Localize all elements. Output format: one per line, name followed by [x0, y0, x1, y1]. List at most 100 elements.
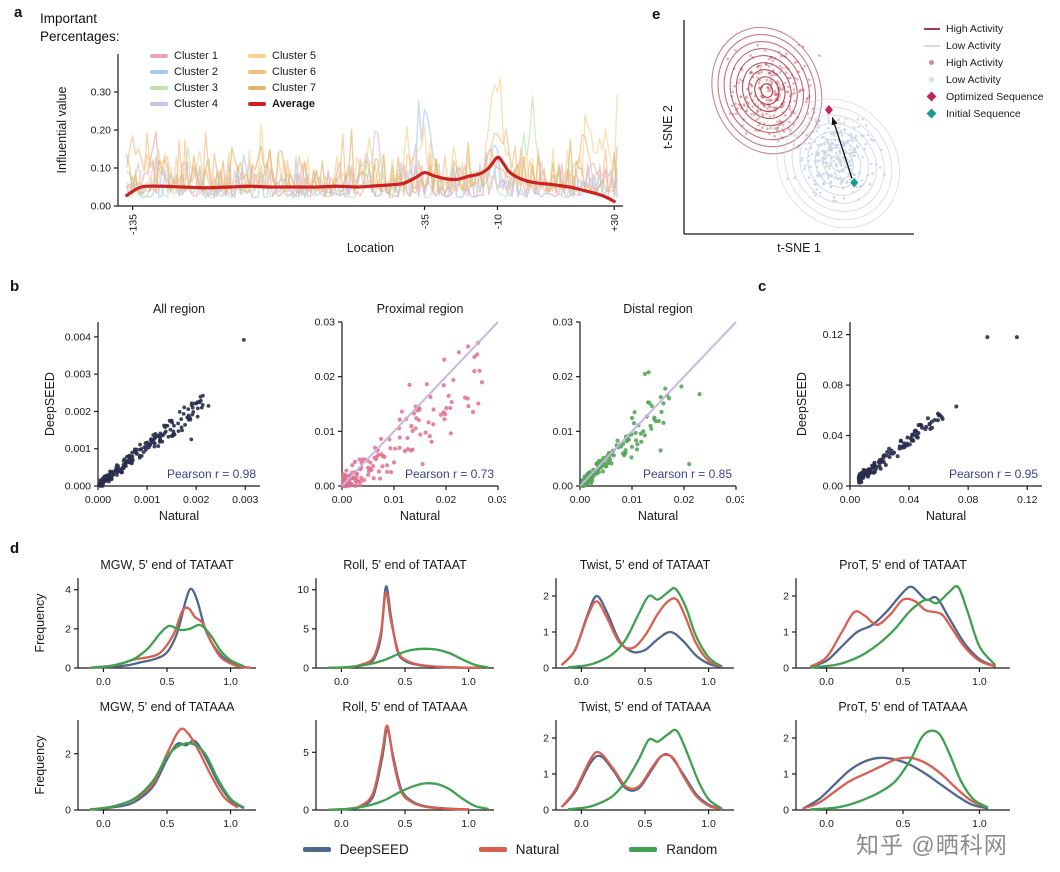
legend-item-cluster-2: Cluster 2 [150, 64, 218, 80]
legend-item-cluster-1: Cluster 1 [150, 48, 218, 64]
legend-item-cluster-3: Cluster 3 [150, 80, 218, 96]
svg-text:0.00: 0.00 [570, 494, 591, 506]
legend-label: Cluster 6 [272, 66, 317, 78]
svg-text:0: 0 [303, 663, 309, 675]
legend-label: Cluster 2 [174, 66, 219, 78]
svg-text:0.5: 0.5 [398, 818, 413, 830]
svg-text:0.01: 0.01 [553, 426, 574, 438]
svg-text:0: 0 [783, 663, 789, 675]
svg-text:0: 0 [543, 663, 549, 675]
legend-label: Natural [515, 842, 560, 857]
svg-text:Proximal region: Proximal region [377, 302, 464, 316]
panel-b-all-region-scatter: 0.000 0.001 0.002 0.003 0.000 0.001 0.002 0.003… [40, 292, 268, 542]
svg-text:Natural: Natural [638, 509, 678, 523]
cluster-1-swatch [150, 54, 168, 58]
svg-text:0.30: 0.30 [91, 87, 112, 99]
natural-swatch [478, 847, 507, 852]
watermark: 知乎 @晒科网 [856, 832, 1008, 858]
legend-item-high-activity-dots: High Activity [924, 54, 1060, 71]
svg-text:MGW, 5' end of TATAAT: MGW, 5' end of TATAAT [100, 558, 234, 572]
svg-text:0.02: 0.02 [315, 371, 336, 383]
svg-text:1: 1 [543, 627, 549, 639]
svg-text:0.5: 0.5 [160, 676, 175, 688]
svg-text:Pearson r = 0.73: Pearson r = 0.73 [405, 467, 494, 481]
svg-text:1.0: 1.0 [461, 676, 476, 688]
legend-item-low-activity-dots: Low Activity [924, 71, 1060, 88]
svg-text:-35: -35 [420, 214, 432, 229]
svg-text:0.00: 0.00 [840, 494, 861, 506]
svg-text:0.002: 0.002 [65, 406, 91, 418]
svg-text:0: 0 [65, 663, 71, 675]
svg-text:-10: -10 [492, 214, 504, 229]
high-activity-line-marker [924, 27, 940, 30]
svg-text:10: 10 [297, 584, 309, 596]
svg-text:0.00: 0.00 [315, 481, 336, 493]
svg-text:Pearson r = 0.85: Pearson r = 0.85 [643, 467, 732, 481]
svg-text:4: 4 [65, 584, 71, 596]
legend-label: Cluster 5 [272, 50, 317, 62]
svg-text:0: 0 [543, 805, 549, 817]
svg-text:-135: -135 [128, 214, 140, 235]
svg-text:0.000: 0.000 [85, 494, 111, 506]
svg-text:ProT, 5' end of TATAAT: ProT, 5' end of TATAAT [839, 558, 967, 572]
svg-text:0.0: 0.0 [334, 818, 349, 830]
svg-text:0.02: 0.02 [436, 494, 457, 506]
cluster-2-swatch [150, 70, 168, 74]
legend-item-random: Random [629, 842, 717, 857]
svg-text:0.04: 0.04 [899, 494, 920, 506]
legend-label: Cluster 4 [174, 98, 219, 110]
svg-text:1.0: 1.0 [972, 818, 987, 830]
svg-text:1.0: 1.0 [461, 818, 476, 830]
svg-text:DeepSEED: DeepSEED [43, 372, 57, 436]
cluster-7-swatch [248, 86, 267, 90]
svg-text:0.003: 0.003 [232, 494, 258, 506]
svg-text:ProT, 5' end of TATAAA: ProT, 5' end of TATAAA [838, 700, 968, 714]
panel-a-line-chart: -135 -35 -10 +30 0.00 0.10 0.20 0.30 Location Inf… [30, 6, 635, 268]
legend-label: High Activity [946, 22, 1004, 35]
cluster-5-swatch [248, 54, 267, 58]
legend-label: Average [272, 98, 316, 110]
initial-sequence-diamond-marker [926, 108, 937, 119]
svg-text:0.0: 0.0 [96, 818, 111, 830]
panel-d-twist-tataaa-kde: 0.0 0.5 1.0 0 1 2 Twist, 5' end of TATAAA [518, 698, 744, 840]
svg-text:Roll, 5' end of TATAAA: Roll, 5' end of TATAAA [342, 700, 468, 714]
svg-text:0.000: 0.000 [65, 481, 91, 493]
legend-item-cluster-7: Cluster 7 [248, 80, 316, 96]
svg-text:0.20: 0.20 [91, 125, 112, 137]
panel-d-prot-tataaa-kde: 0.0 0.5 1.0 0 1 2 ProT, 5' end of TATAAA [758, 698, 1020, 840]
svg-text:Frequency: Frequency [33, 735, 47, 795]
svg-text:0.001: 0.001 [65, 443, 91, 455]
svg-text:0.00: 0.00 [91, 201, 112, 213]
legend-item-high-activity-contour: High Activity [924, 20, 1060, 37]
panel-e-tsne-chart: t-SNE 1 t-SNE 2 [648, 12, 920, 270]
svg-text:2: 2 [543, 733, 549, 745]
svg-text:0: 0 [783, 805, 789, 817]
svg-text:0.03: 0.03 [553, 317, 574, 329]
svg-text:0.03: 0.03 [726, 494, 744, 506]
svg-text:0.03: 0.03 [488, 494, 506, 506]
cluster-6-swatch [248, 70, 267, 74]
panel-d-mgw-tataat-kde: 0.0 0.5 1.0 0 2 4 MGW, 5' end of TATAAT Frequen… [28, 556, 266, 698]
svg-text:0: 0 [303, 805, 309, 817]
svg-text:0.5: 0.5 [398, 676, 413, 688]
svg-text:Roll, 5' end of TATAAT: Roll, 5' end of TATAAT [343, 558, 467, 572]
svg-text:0.08: 0.08 [823, 380, 844, 392]
svg-text:+30: +30 [609, 214, 621, 232]
svg-text:0.002: 0.002 [183, 494, 209, 506]
legend-item-deepseed: DeepSEED [302, 842, 409, 857]
svg-text:1.0: 1.0 [223, 676, 238, 688]
legend-item-cluster-4: Cluster 4 [150, 96, 218, 112]
legend-label: Cluster 3 [174, 82, 219, 94]
average-swatch [248, 102, 267, 106]
low-activity-line-marker [924, 44, 940, 47]
svg-text:0.00: 0.00 [823, 481, 844, 493]
svg-text:0.00: 0.00 [553, 481, 574, 493]
svg-text:Influential value: Influential value [55, 87, 69, 174]
svg-text:0.00: 0.00 [332, 494, 353, 506]
svg-text:0.5: 0.5 [638, 676, 653, 688]
svg-text:0.01: 0.01 [384, 494, 405, 506]
svg-text:5: 5 [303, 747, 309, 759]
svg-text:0.0: 0.0 [96, 676, 111, 688]
svg-text:t-SNE 1: t-SNE 1 [777, 241, 821, 255]
